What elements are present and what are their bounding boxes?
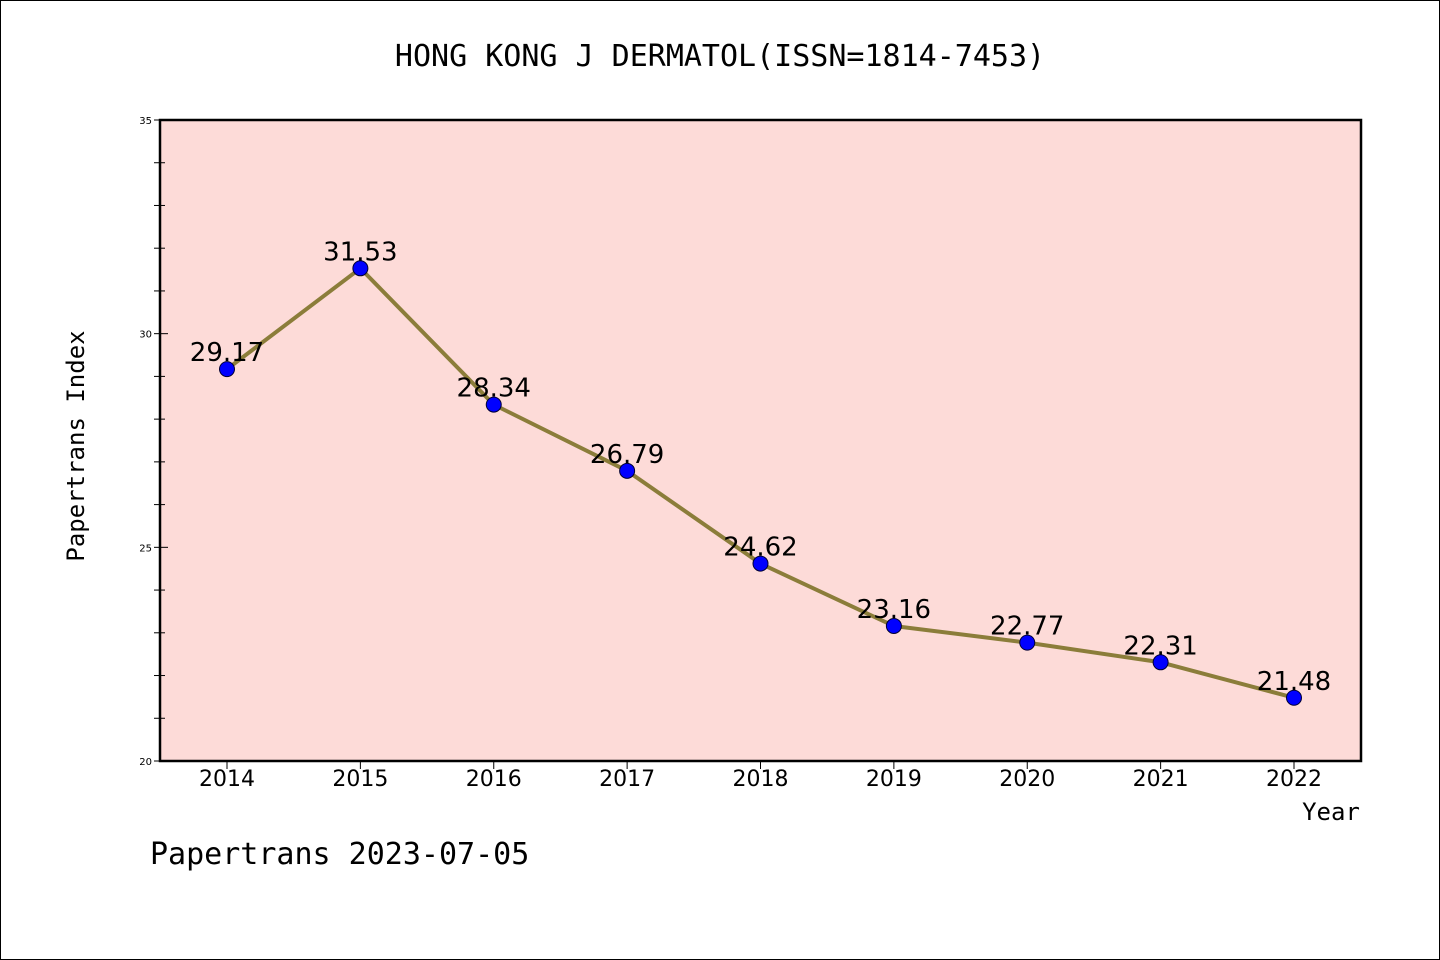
y-tick-label: 30: [139, 330, 152, 341]
x-tick-label: 2022: [1266, 767, 1322, 792]
y-axis-label: Papertrans Index: [62, 330, 90, 561]
data-label: 26.79: [590, 440, 664, 470]
data-point: [219, 361, 235, 378]
y-tick-label: 35: [139, 116, 152, 127]
footer-watermark: Papertrans 2023-07-05: [150, 837, 529, 872]
data-label: 29.17: [190, 338, 264, 368]
data-labels: 29.17 31.53 28.34 26.79 24.62 23.16 22.77 22.31…: [190, 237, 1331, 696]
data-label: 22.77: [990, 612, 1064, 642]
x-tick-label: 2014: [199, 767, 255, 792]
data-label: 22.31: [1123, 631, 1197, 661]
data-point: [352, 260, 369, 277]
x-tick-label: 2018: [733, 767, 789, 792]
chart-title: HONG KONG J DERMATOL(ISSN=1814-7453): [395, 39, 1045, 74]
data-label: 24.62: [723, 533, 797, 563]
data-label: 28.34: [457, 374, 531, 404]
axis-ticks: 20 25 30 35 2014 2015 2016 2017 2018 2019 2020 2021…: [139, 116, 1322, 792]
x-tick-label: 2019: [866, 767, 922, 792]
data-point: [885, 617, 902, 634]
x-tick-label: 2020: [999, 767, 1055, 792]
data-point: [1019, 634, 1036, 651]
data-label: 23.16: [857, 595, 931, 625]
data-point: [1286, 689, 1302, 706]
x-tick-label: 2015: [332, 767, 388, 792]
data-label: 21.48: [1257, 667, 1331, 697]
x-axis-label: Year: [1302, 798, 1360, 826]
data-point: [619, 462, 636, 479]
y-tick-label: 25: [139, 543, 152, 554]
data-label: 31.53: [323, 237, 397, 267]
data-point: [485, 396, 502, 413]
plot-border: [158, 118, 1363, 763]
x-tick-label: 2016: [466, 767, 522, 792]
data-point: [1152, 654, 1169, 671]
x-tick-label: 2017: [599, 767, 655, 792]
plot-area: [160, 120, 1361, 761]
y-tick-label: 20: [139, 757, 152, 768]
data-point: [752, 555, 769, 572]
x-tick-label: 2021: [1133, 767, 1189, 792]
series-layer: [219, 260, 1302, 706]
